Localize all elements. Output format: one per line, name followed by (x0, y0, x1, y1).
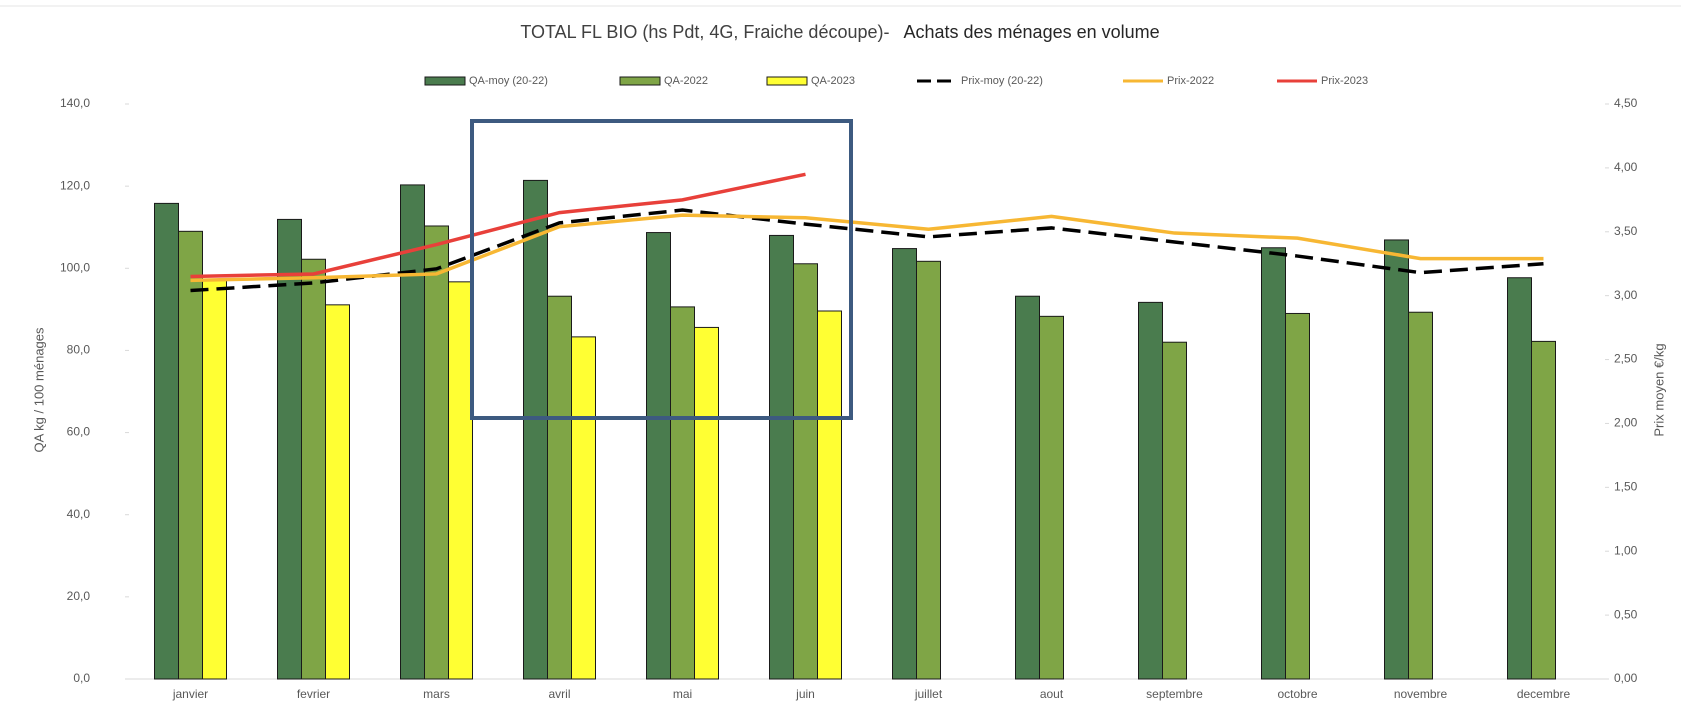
bar (424, 225, 449, 680)
y-tick-label: 60,0 (67, 425, 91, 439)
bar (547, 295, 572, 680)
y-tick-label: 20,0 (67, 589, 91, 603)
bar (892, 248, 917, 680)
x-tick-label: mai (673, 687, 692, 701)
bar (202, 279, 227, 680)
bar (325, 304, 350, 680)
bar (1138, 301, 1163, 680)
x-tick-label: novembre (1394, 687, 1448, 701)
y-tick-label: 140,0 (60, 96, 90, 110)
legend-label: QA-2022 (664, 75, 708, 87)
legend-swatch (766, 76, 808, 86)
bar (154, 202, 179, 680)
bar (448, 281, 473, 680)
bar (277, 218, 302, 680)
bar (1261, 247, 1286, 680)
y2-tick-label: 3,00 (1614, 288, 1638, 302)
y-tick-label: 100,0 (60, 260, 90, 274)
bar (301, 258, 326, 680)
y2-tick-label: 4,50 (1614, 96, 1638, 110)
legend-label: Prix-moy (20-22) (961, 75, 1043, 87)
bar (1285, 312, 1310, 680)
y2-axis-title: Prix moyen €/kg (1651, 343, 1666, 436)
line (190, 208, 1544, 293)
legend-label: QA-moy (20-22) (469, 75, 548, 87)
x-tick-label: aout (1040, 687, 1064, 701)
y-tick-label: 40,0 (67, 507, 91, 521)
x-tick-label: avril (548, 687, 570, 701)
bar (793, 263, 818, 680)
legend-label: QA-2023 (811, 75, 855, 87)
bar (1162, 341, 1187, 680)
bar (1039, 315, 1064, 680)
y2-tick-label: 2,50 (1614, 352, 1638, 366)
bar (769, 234, 794, 680)
legend-swatch (619, 76, 661, 86)
y2-tick-label: 2,00 (1614, 416, 1638, 430)
bar (817, 310, 842, 680)
highlight-box (470, 119, 853, 420)
bar (1384, 239, 1409, 680)
y-tick-label: 120,0 (60, 178, 90, 192)
x-tick-label: janvier (172, 687, 208, 701)
bar (178, 230, 203, 680)
legend-label: Prix-2023 (1321, 75, 1368, 87)
y2-tick-label: 1,00 (1614, 543, 1638, 557)
legend-swatch (424, 76, 466, 86)
chart-subtitle: Achats des ménages en volume (903, 22, 1159, 42)
bar (1015, 295, 1040, 680)
bar (694, 326, 719, 680)
x-tick-label: septembre (1146, 687, 1203, 701)
x-tick-label: octobre (1277, 687, 1317, 701)
x-tick-label: juin (795, 687, 815, 701)
bar (916, 260, 941, 680)
bar (670, 306, 695, 680)
bar (1408, 311, 1433, 680)
chart-title: TOTAL FL BIO (hs Pdt, 4G, Fraiche découp… (520, 22, 889, 42)
y-axis-title: QA kg / 100 ménages (31, 327, 46, 453)
x-tick-label: fevrier (297, 687, 330, 701)
x-tick-label: mars (423, 687, 450, 701)
bar (646, 232, 671, 680)
y2-tick-label: 4,00 (1614, 160, 1638, 174)
y2-tick-label: 1,50 (1614, 480, 1638, 494)
line (190, 213, 1544, 283)
bar (400, 184, 425, 680)
bar (1531, 340, 1556, 680)
plot: 0,0 20,0 40,0 60,0 80,0 100,0 120,0 140,0 0,00 0,… (60, 75, 1638, 701)
y2-tick-label: 0,00 (1614, 671, 1638, 685)
bar (1507, 277, 1532, 680)
bar (571, 336, 596, 680)
bar (523, 179, 548, 680)
y2-tick-label: 0,50 (1614, 607, 1638, 621)
legend-label: Prix-2022 (1167, 75, 1214, 87)
x-tick-label: juillet (914, 687, 943, 701)
line (190, 172, 806, 279)
y-tick-label: 0,0 (73, 671, 90, 685)
y-tick-label: 80,0 (67, 343, 91, 357)
x-tick-label: decembre (1517, 687, 1571, 701)
y2-tick-label: 3,50 (1614, 224, 1638, 238)
